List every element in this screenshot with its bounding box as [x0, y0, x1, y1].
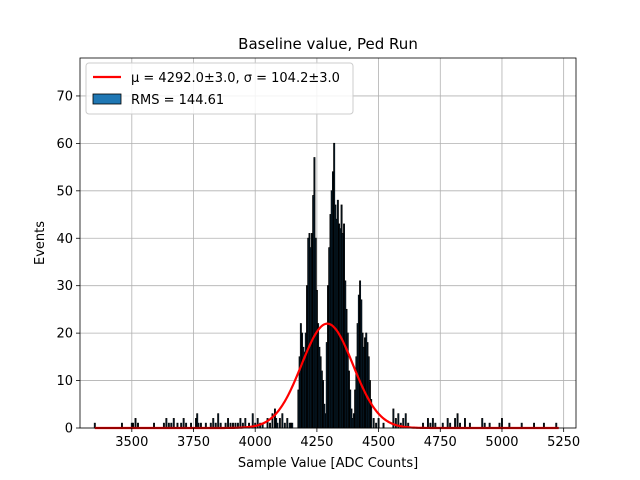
histogram-bar	[217, 413, 220, 429]
y-tick-label: 20	[56, 327, 73, 342]
histogram-bar	[394, 418, 397, 429]
x-tick-label: 3500	[115, 435, 148, 450]
histogram-bar	[446, 418, 449, 429]
histogram-bar	[291, 422, 294, 429]
legend: μ = 4292.0±3.0, σ = 104.2±3.0 RMS = 144.…	[85, 62, 354, 115]
histogram-bar	[182, 418, 185, 429]
histogram-bar	[278, 418, 281, 429]
histogram-bar	[165, 418, 168, 429]
histogram-bar	[456, 413, 459, 429]
legend-fit-label: μ = 4292.0±3.0, σ = 104.2±3.0	[131, 71, 340, 86]
chart-title: Baseline value, Ped Run	[238, 35, 418, 53]
histogram-bar	[286, 418, 289, 429]
histogram-bar	[256, 418, 259, 429]
y-tick-label: 30	[56, 279, 73, 294]
histogram-bar	[454, 418, 457, 429]
histogram-bar	[377, 418, 380, 429]
x-axis-label: Sample Value [ADC Counts]	[238, 456, 418, 471]
legend-rms-label: RMS = 144.61	[131, 93, 224, 108]
y-axis-label: Events	[33, 221, 48, 265]
histogram-bar	[464, 418, 466, 429]
histogram-bar	[481, 418, 484, 429]
histogram-bar	[283, 422, 286, 429]
axis-ticks: 3500 3750 4000 4250 4500 4750 5000 5250 0 10 20 30 4…	[56, 89, 580, 450]
x-tick-label: 4250	[300, 435, 333, 450]
x-tick-label: 4000	[239, 435, 272, 450]
histogram-bar	[269, 422, 271, 429]
histogram-bar	[375, 422, 378, 429]
legend-box	[85, 62, 354, 115]
y-tick-label: 60	[56, 137, 73, 152]
axes-frame	[79, 57, 577, 429]
histogram-bar	[501, 418, 503, 429]
histogram-bar	[281, 413, 284, 429]
x-tick-label: 4500	[362, 435, 395, 450]
legend-rms-swatch	[92, 93, 122, 105]
histogram-bar	[382, 422, 385, 429]
histogram-bar	[134, 418, 137, 429]
y-tick-label: 10	[56, 374, 73, 389]
histogram-bar	[372, 418, 375, 429]
x-tick-label: 5250	[547, 435, 580, 450]
histogram-bar	[426, 418, 429, 429]
y-tick-label: 70	[56, 89, 73, 104]
histogram-bar	[431, 418, 434, 429]
x-tick-label: 5000	[485, 435, 518, 450]
histogram-bar	[172, 418, 175, 429]
x-tick-label: 4750	[424, 435, 457, 450]
y-tick-label: 0	[65, 422, 73, 437]
histogram-bar	[212, 418, 215, 429]
y-tick-label: 50	[56, 184, 73, 199]
y-tick-label: 40	[56, 232, 73, 247]
x-tick-label: 3750	[177, 435, 210, 450]
histogram-bar	[227, 418, 230, 429]
histogram-bar	[276, 422, 279, 429]
